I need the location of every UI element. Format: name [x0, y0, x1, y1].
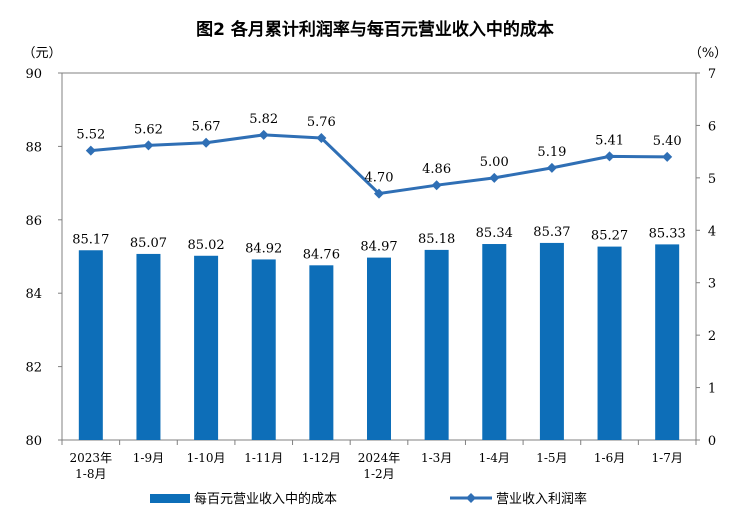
line-value-label: 4.70	[365, 171, 394, 186]
left-axis: 80 82 84 86 88 90	[25, 67, 62, 449]
line-point	[431, 180, 442, 191]
x-tick-label: 1-7月	[652, 451, 683, 465]
line-value-label: 5.19	[537, 145, 566, 160]
line-point	[604, 151, 615, 162]
line-value-label: 5.62	[134, 122, 163, 137]
bar-value-label: 84.92	[245, 241, 282, 256]
bar	[424, 249, 449, 440]
bar-value-label: 85.27	[591, 229, 628, 244]
line-value-label: 5.82	[249, 112, 278, 127]
line-value-label: 5.41	[595, 133, 624, 148]
line-point	[489, 172, 500, 183]
left-tick-label: 88	[25, 140, 42, 155]
line-point	[316, 133, 327, 144]
line-value-label: 5.00	[480, 155, 509, 170]
bar	[482, 244, 507, 440]
legend-line-marker	[466, 493, 476, 503]
line-point	[201, 137, 212, 148]
left-tick-label: 82	[25, 361, 42, 376]
legend-line-label: 营业收入利润率	[496, 491, 587, 507]
line-series	[85, 129, 673, 199]
line-point	[258, 129, 269, 140]
x-tick-label: 1-9月	[133, 451, 164, 465]
right-tick-label: 0	[708, 434, 716, 449]
right-tick-label: 6	[708, 119, 716, 134]
x-tick-label: 1-10月	[187, 451, 226, 465]
bar-value-label: 85.34	[476, 226, 513, 241]
right-tick-label: 2	[708, 329, 716, 344]
bar	[655, 244, 680, 440]
bar-value-label: 85.02	[187, 238, 224, 253]
left-axis-unit: （元）	[22, 46, 61, 61]
line-point	[85, 145, 96, 156]
bar-value-label: 84.76	[303, 247, 340, 262]
line-point	[546, 162, 557, 173]
legend-bar-swatch	[150, 494, 190, 503]
bar	[136, 253, 161, 440]
bar	[78, 250, 103, 440]
bar-value-labels: 85.17 85.07 85.02 84.92 84.76 84.97 85.18 85.34…	[72, 225, 686, 262]
bar-value-label: 85.18	[418, 232, 455, 247]
bar	[194, 255, 219, 440]
x-tick-label: 1-2月	[363, 467, 394, 481]
line-value-label: 5.67	[192, 120, 221, 135]
bar-value-label: 85.07	[130, 236, 167, 251]
legend: 每百元营业收入中的成本 营业收入利润率	[150, 491, 587, 507]
x-tick-label: 1-4月	[479, 451, 510, 465]
bar	[597, 246, 622, 440]
x-tick-label: 1-5月	[536, 451, 567, 465]
legend-bar-label: 每百元营业收入中的成本	[194, 491, 337, 507]
chart-title: 图2 各月累计利润率与每百元营业收入中的成本	[196, 19, 554, 40]
line-value-label: 4.86	[422, 162, 451, 177]
bar-value-label: 84.97	[360, 240, 397, 255]
right-tick-label: 1	[708, 382, 716, 397]
line-value-label: 5.52	[76, 128, 105, 143]
bar	[309, 265, 334, 440]
x-tick-label: 1-8月	[75, 467, 106, 481]
right-axis-unit: （%）	[689, 46, 727, 61]
x-axis: 2023年 1-8月 1-9月 1-10月 1-11月 1-12月 2024年 1-2月 1-3…	[61, 440, 697, 481]
right-tick-label: 5	[708, 172, 716, 187]
bar-value-label: 85.17	[72, 232, 109, 247]
x-tick-label: 2023年	[70, 451, 113, 465]
right-tick-label: 7	[708, 67, 716, 82]
line-value-label: 5.40	[653, 134, 682, 149]
x-tick-label: 2024年	[358, 451, 401, 465]
bar	[251, 259, 276, 440]
bar-value-label: 85.37	[533, 225, 570, 240]
x-tick-label: 1-6月	[594, 451, 625, 465]
line-point	[662, 151, 673, 162]
x-tick-label: 1-3月	[421, 451, 452, 465]
bar	[539, 242, 564, 440]
line-point	[143, 140, 154, 151]
left-tick-label: 84	[25, 287, 42, 302]
left-tick-label: 80	[25, 434, 42, 449]
line-value-label: 5.76	[307, 115, 336, 130]
right-axis: 0 1 2 3 4 5 6 7	[696, 67, 716, 449]
right-tick-label: 4	[708, 224, 716, 239]
right-tick-label: 3	[708, 277, 716, 292]
bar	[367, 257, 391, 440]
bar-value-label: 85.33	[649, 226, 686, 241]
x-tick-label: 1-11月	[244, 451, 283, 465]
left-tick-label: 86	[25, 214, 42, 229]
line-value-labels: 5.52 5.62 5.67 5.82 5.76 4.70 4.86 5.00 5.19 5.41…	[76, 112, 681, 186]
bar-series	[78, 242, 680, 440]
line-point	[374, 188, 384, 199]
left-tick-label: 90	[25, 67, 42, 82]
x-tick-label: 1-12月	[302, 451, 341, 465]
